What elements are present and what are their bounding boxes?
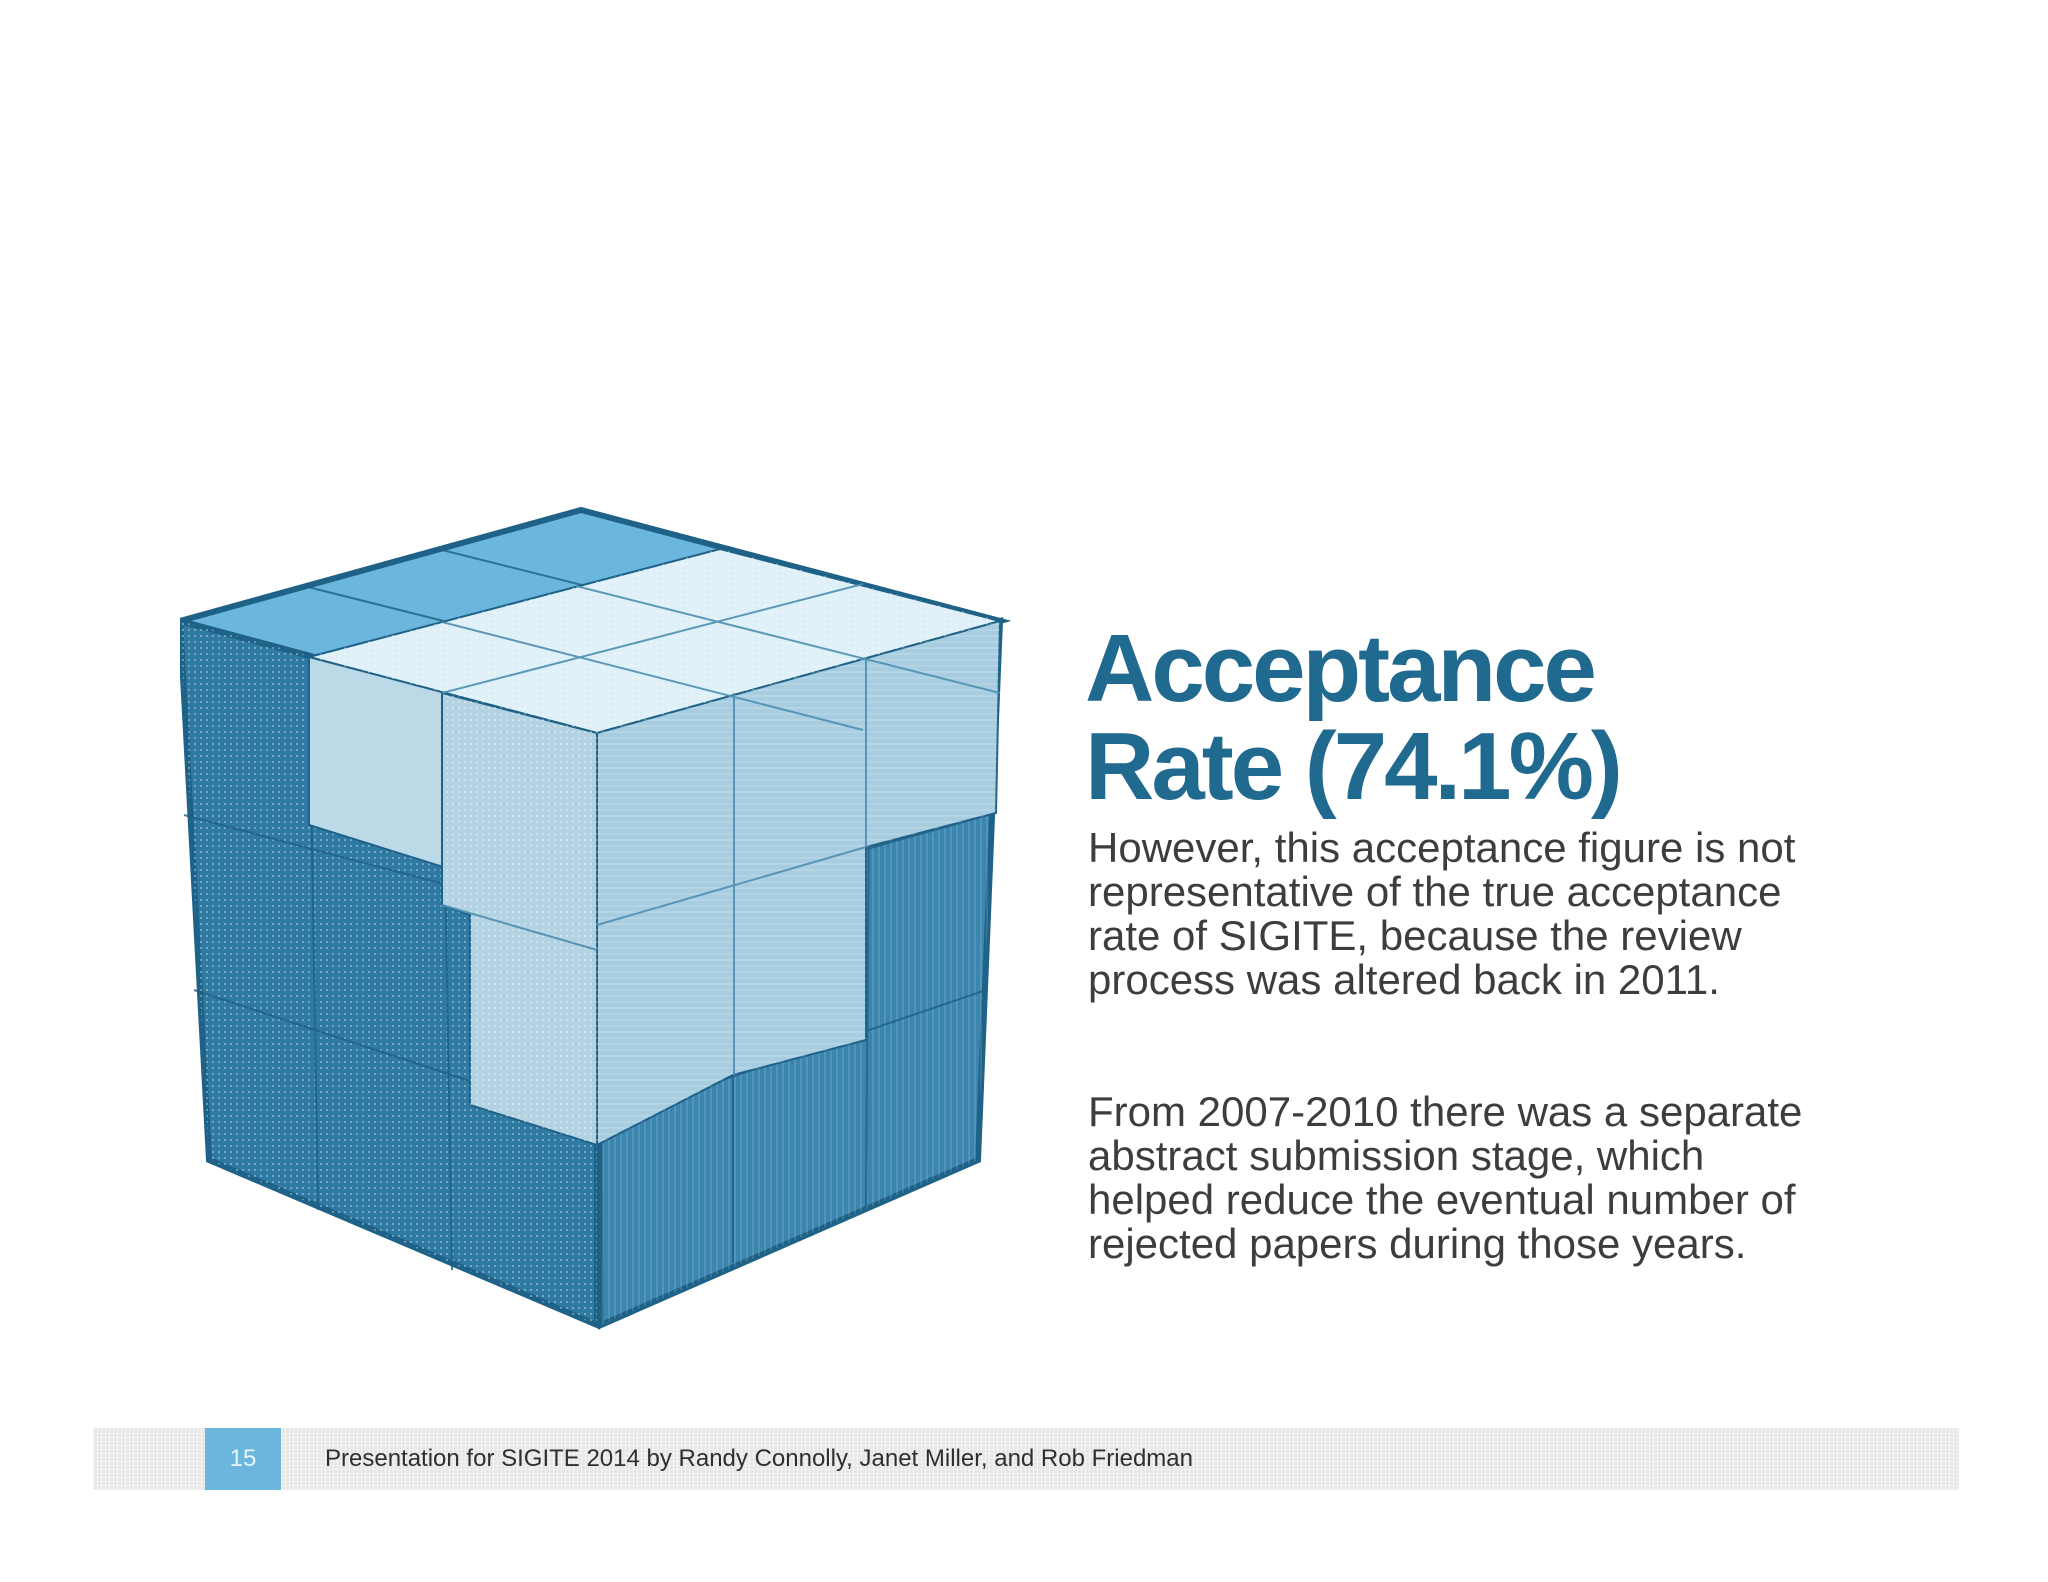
page-number-badge: 15 bbox=[205, 1428, 281, 1490]
body-paragraph-1: However, this acceptance figure is not r… bbox=[1088, 824, 1796, 1003]
title-line-1: Acceptance bbox=[1085, 615, 1597, 722]
body-paragraph-2: From 2007-2010 there was a separate abst… bbox=[1088, 1088, 1803, 1267]
slide-title: Acceptance Rate (74.1%) bbox=[1085, 615, 1623, 820]
title-line-2: Rate (74.1%) bbox=[1085, 713, 1623, 820]
footer-credit: Presentation for SIGITE 2014 by Randy Co… bbox=[325, 1445, 1193, 1472]
footer-bar: 15 Presentation for SIGITE 2014 by Randy… bbox=[93, 1428, 1959, 1490]
cube-icon bbox=[180, 506, 1012, 1330]
